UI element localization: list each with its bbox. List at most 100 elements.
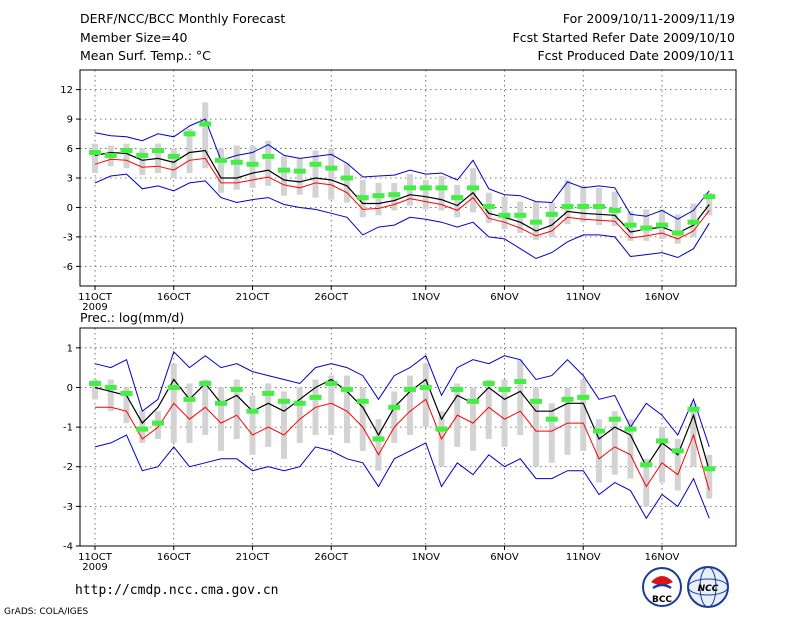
prec-marker xyxy=(388,404,401,410)
temp-marker xyxy=(293,168,306,174)
temp-spread-box xyxy=(186,128,193,174)
temp-spread-box xyxy=(674,214,681,244)
prec-spread-box xyxy=(706,454,713,499)
prec-marker xyxy=(482,380,495,386)
temp-marker xyxy=(545,211,558,217)
temp-ytick-label: -6 xyxy=(63,262,73,273)
temp-spread-box xyxy=(375,182,382,216)
temp-marker xyxy=(624,222,637,228)
prec-spread-box xyxy=(611,411,618,475)
temperature-panel: 12 9 6 3 0 -3 -6 11OCT 16OCT 21OCT 26OCT 1NOV 6NOV 11… xyxy=(60,69,737,313)
prec-xtick-label: 6NOV xyxy=(490,552,519,563)
temp-marker xyxy=(640,225,653,231)
temp-marker xyxy=(687,219,700,225)
prec-marker xyxy=(341,386,353,392)
grads-credit: GrADS: COLA/IGES xyxy=(4,607,88,617)
prec-spread-box xyxy=(580,379,587,451)
prec-marker xyxy=(293,400,306,406)
prec-marker xyxy=(451,386,464,392)
temp-spread-box xyxy=(328,148,335,200)
temp-ytick-label: 3 xyxy=(67,174,73,185)
temp-marker xyxy=(467,185,479,191)
prec-marker xyxy=(199,380,212,386)
temp-marker xyxy=(230,159,243,165)
prec-spread-box xyxy=(359,387,366,451)
temp-xtick-label: 16OCT xyxy=(157,292,192,303)
temp-member-median-line xyxy=(94,157,710,240)
prec-spread-box xyxy=(659,427,665,483)
prec-marker xyxy=(561,396,574,402)
figure-title: DERF/NCC/BCC Monthly Forecast xyxy=(80,11,285,26)
temp-xtick-label: 26OCT xyxy=(314,292,349,303)
temp-spread-box xyxy=(643,209,650,241)
temperature-panel-title: Mean Surf. Temp.: °C xyxy=(80,48,211,63)
prec-marker xyxy=(608,416,621,422)
temp-marker xyxy=(404,185,416,191)
prec-marker xyxy=(545,416,558,422)
prec-spread-box xyxy=(533,387,539,467)
temp-xtick-label: 1NOV xyxy=(412,292,441,303)
temp-spread-box xyxy=(218,148,224,193)
prec-marker xyxy=(278,398,290,404)
prec-marker xyxy=(262,390,275,396)
prec-marker xyxy=(356,398,369,404)
temp-xtick-label: 6NOV xyxy=(490,292,519,303)
source-url: http://cmdp.ncc.cma.gov.cn xyxy=(75,583,279,598)
temp-marker xyxy=(482,203,495,209)
prec-xtick-label: 11NOV xyxy=(566,552,601,563)
prec-spread-box xyxy=(422,363,429,428)
temp-spread-box xyxy=(422,179,429,210)
prec-marker xyxy=(136,426,149,432)
temp-spread-box xyxy=(170,148,177,178)
prec-spread-box xyxy=(643,458,650,507)
prec-spread-box xyxy=(107,379,114,412)
prec-marker xyxy=(104,384,117,390)
prec-spread-box xyxy=(92,379,98,400)
prec-marker xyxy=(246,408,259,414)
prec-marker xyxy=(183,396,196,402)
prec-xtick-label: 11OCT xyxy=(78,552,113,563)
temp-ytick-label: 6 xyxy=(67,144,73,155)
prec-marker xyxy=(624,426,637,432)
temp-marker xyxy=(278,167,290,173)
temp-xtick-label: 11NOV xyxy=(566,292,601,303)
temp-upper-line xyxy=(94,118,710,220)
temp-marker xyxy=(341,175,353,181)
prec-spread-box xyxy=(344,375,350,443)
member-size-label: Member Size=40 xyxy=(80,30,187,45)
prec-spread-box xyxy=(296,387,303,443)
prec-spread-box xyxy=(391,391,398,443)
temp-ytick-label: 9 xyxy=(67,115,73,126)
temp-marker xyxy=(451,195,464,201)
prec-spread-box xyxy=(564,387,571,455)
prec-ytick-label: -1 xyxy=(63,423,73,434)
prec-ensemble-mean-line xyxy=(94,378,710,471)
prec-marker xyxy=(514,379,527,385)
prec-marker xyxy=(419,384,432,390)
temp-marker xyxy=(183,131,196,137)
prec-spread-box xyxy=(485,379,492,439)
prec-upper-line xyxy=(94,350,710,448)
precipitation-panel: 1 0 -1 -2 -3 -4 11OCT 16OCT 21OCT 26OCT 1NOV 6NOV 11… xyxy=(63,327,737,573)
temp-ytick-label: 0 xyxy=(67,203,73,214)
temp-marker xyxy=(530,219,542,225)
refer-date: Fcst Started Refer Date 2009/10/10 xyxy=(513,30,736,45)
prec-xtick-label: 1NOV xyxy=(412,552,441,563)
precipitation-panel-title: Prec.: log(mm/d) xyxy=(80,310,184,325)
prec-spread-box xyxy=(517,359,524,436)
prec-spread-box xyxy=(249,395,256,455)
temp-spread-box xyxy=(706,192,713,216)
temp-marker xyxy=(89,149,101,155)
prec-marker xyxy=(89,380,101,386)
prec-marker xyxy=(671,448,684,454)
prec-marker xyxy=(498,386,511,392)
temp-marker xyxy=(120,148,133,154)
temp-spread-box xyxy=(548,202,555,237)
prec-marker xyxy=(593,428,605,434)
prec-ytick-label: 0 xyxy=(67,383,73,394)
prec-marker xyxy=(215,400,227,406)
produced-date: Fcst Produced Date 2009/10/11 xyxy=(537,48,735,63)
prec-ytick-label: -4 xyxy=(63,542,73,553)
prec-ytick-label: -3 xyxy=(63,502,73,513)
